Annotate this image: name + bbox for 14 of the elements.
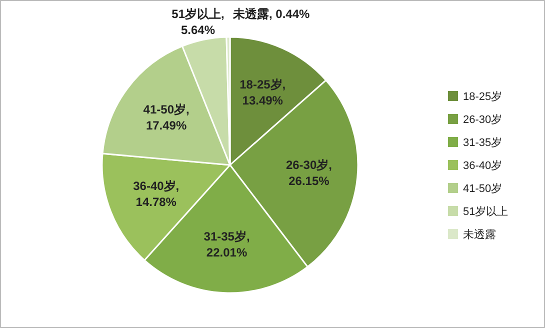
legend-label: 36-40岁: [463, 160, 502, 172]
legend-label: 41-50岁: [463, 183, 502, 195]
data-label: 41-50岁, 17.49%: [143, 102, 190, 133]
legend-label: 未透露: [463, 228, 496, 241]
legend-label: 26-30岁: [463, 114, 502, 126]
data-label: 26-30岁, 26.15%: [286, 158, 332, 188]
data-label: 51岁以上, 5.64%: [172, 7, 224, 37]
legend-label: 18-25岁: [463, 91, 502, 103]
data-label: 36-40岁, 14.78%: [133, 179, 180, 210]
data-label: 未透露, 0.44%: [232, 7, 310, 21]
data-label: 31-35岁, 22.01%: [204, 229, 250, 260]
legend-label: 31-35岁: [463, 137, 502, 149]
data-label: 18-25岁, 13.49%: [240, 78, 286, 108]
legend-label: 51岁以上: [463, 205, 508, 218]
